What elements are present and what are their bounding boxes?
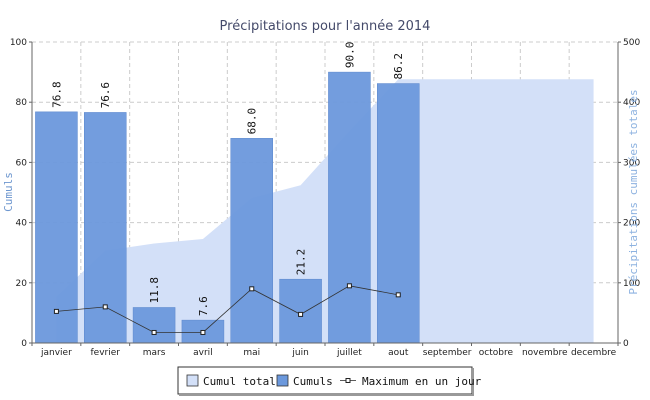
bar-label-fevrier: 76.6	[99, 82, 112, 109]
y-tick-label-left: 0	[21, 339, 27, 349]
cumuls-bars	[35, 71, 420, 344]
y-tick-label-right: 100	[623, 279, 640, 289]
bar-juin	[279, 278, 322, 344]
y-tick-label-right: 300	[623, 158, 640, 168]
x-tick-label-octobre: octobre	[479, 348, 514, 358]
y-tick-label-left: 100	[10, 38, 27, 48]
maximum-point-juillet	[346, 283, 352, 289]
maximum-point-aout	[395, 292, 401, 298]
x-tick-label-janvier: janvier	[40, 348, 72, 358]
y-tick-label-left: 20	[16, 279, 28, 289]
maximum-point-janvier	[53, 308, 59, 314]
axes: 0 20 40 60 80 100 0 100 200 300 400 500 janvier fevri…	[10, 38, 641, 358]
x-tick-label-mai: mai	[243, 348, 260, 358]
bar-mars	[132, 307, 176, 344]
x-tick-label-novembre: novembre	[522, 348, 568, 358]
maximum-point-mai	[249, 286, 255, 292]
cumul-total-area-shape	[56, 79, 594, 343]
x-tick-label-decembre: decembre	[571, 348, 617, 358]
bar-juillet	[328, 71, 371, 344]
maximum-point-mars	[151, 329, 157, 335]
x-tick-label-juillet: juillet	[336, 348, 362, 358]
maximum-point-avril	[200, 329, 206, 335]
bar-value-labels: 76.8 76.6 11.8 7.6 68.0 21.2 90.0 86.2	[50, 42, 405, 317]
bar-aout	[377, 83, 420, 344]
y-axis-title-right: Précipitations cumulées totales	[627, 89, 640, 294]
y-tick-label-right: 400	[623, 98, 640, 108]
x-tick-label-aout: aout	[388, 348, 409, 358]
x-tick-label-september: september	[423, 348, 472, 358]
legend-label-maximum: Maximum en un jour	[362, 375, 482, 388]
y-tick-label-left: 80	[16, 98, 28, 108]
y-tick-label-right: 500	[623, 38, 640, 48]
bar-label-juillet: 90.0	[343, 42, 356, 69]
cumul-total-area	[56, 79, 594, 343]
bar-label-mai: 68.0	[246, 108, 259, 135]
bar-label-janvier: 76.8	[50, 81, 63, 108]
bar-label-aout: 86.2	[392, 53, 405, 80]
bar-label-avril: 7.6	[197, 296, 210, 316]
chart-title: Précipitations pour l'année 2014	[220, 19, 431, 34]
y-tick-label-left: 40	[16, 219, 28, 229]
x-tick-label-avril: avril	[193, 348, 213, 358]
y-tick-label-right: 200	[623, 219, 640, 229]
legend-box	[177, 366, 473, 395]
x-tick-label-mars: mars	[143, 348, 166, 358]
maximum-line	[53, 283, 401, 335]
legend-swatch-cumul-total	[186, 374, 199, 387]
bar-mai	[230, 138, 273, 344]
maximum-line-path	[56, 285, 399, 333]
x-tick-label-fevrier: fevrier	[91, 348, 121, 358]
bar-janvier	[35, 111, 78, 344]
maximum-point-fevrier	[102, 304, 108, 310]
bar-label-juin: 21.2	[295, 249, 308, 276]
x-tick-label-juin: juin	[291, 348, 308, 358]
legend-shadow	[179, 394, 473, 396]
legend-label-cumuls: Cumuls	[293, 375, 333, 388]
legend-swatch-maximum-marker	[345, 378, 351, 383]
legend-swatch-cumuls	[276, 374, 289, 387]
maximum-point-juin	[298, 311, 304, 317]
legend-shadow	[472, 368, 474, 396]
legend-label-cumul-total: Cumul total	[203, 375, 276, 388]
legend: Cumul total Cumuls Maximum en un jour	[177, 366, 482, 396]
bar-label-mars: 11.8	[148, 277, 161, 304]
y-tick-label-right: 0	[623, 339, 629, 349]
y-axis-title-left: Cumuls	[2, 172, 15, 212]
y-tick-label-left: 60	[16, 158, 28, 168]
